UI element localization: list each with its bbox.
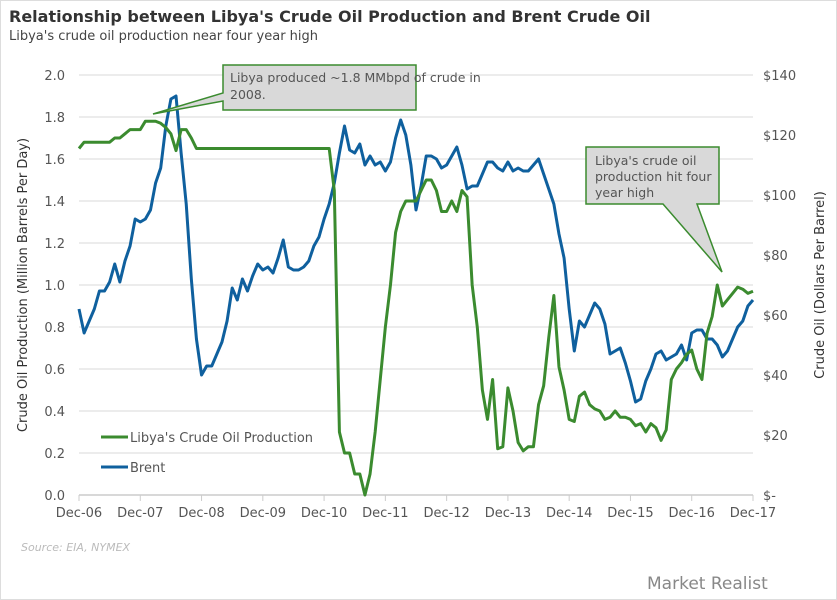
- right-tick-label: $-: [763, 489, 776, 504]
- callout-text-2008: Libya produced ~1.8 MMbpd of crude in: [230, 70, 481, 85]
- callout-box-four-year-high: [585, 146, 723, 273]
- right-tick-label: $20: [763, 429, 788, 444]
- left-tick-label: 1.2: [44, 237, 65, 252]
- left-axis-title: Crude Oil Production (Million Barrels Pe…: [16, 138, 31, 432]
- x-tick-label: Dec-08: [178, 506, 224, 521]
- right-tick-label: $100: [763, 189, 796, 204]
- left-tick-label: 0.6: [44, 363, 65, 378]
- right-tick-label: $40: [763, 369, 788, 384]
- right-tick-label: $80: [763, 249, 788, 264]
- left-tick-label: 1.8: [44, 111, 65, 126]
- legend-label-brent: Brent: [130, 461, 165, 476]
- brent-line: [77, 94, 755, 404]
- source-note: Source: EIA, NYMEX: [21, 541, 131, 554]
- x-tick-label: Dec-14: [546, 506, 592, 521]
- right-tick-label: $140: [763, 69, 796, 84]
- left-tick-label: 1.0: [44, 279, 65, 294]
- x-tick-label: Dec-10: [301, 506, 347, 521]
- chart-title: Relationship between Libya's Crude Oil P…: [9, 7, 651, 26]
- market-realist-logo: Market Realist: [647, 574, 768, 594]
- left-tick-label: 2.0: [44, 69, 65, 84]
- x-tick-label: Dec-12: [423, 506, 469, 521]
- callout-text-four-year-high: Libya's crude oil: [595, 153, 696, 168]
- x-tick-label: Dec-15: [607, 506, 653, 521]
- left-tick-label: 0.8: [44, 321, 65, 336]
- right-tick-label: $120: [763, 129, 796, 144]
- chart-subtitle: Libya's crude oil production near four y…: [9, 29, 319, 44]
- right-tick-label: $60: [763, 309, 788, 324]
- left-tick-label: 0.2: [44, 447, 65, 462]
- x-tick-label: Dec-17: [730, 506, 776, 521]
- callout-text-four-year-high: year high: [595, 185, 654, 200]
- legend-label-production: Libya's Crude Oil Production: [130, 431, 313, 446]
- left-tick-label: 1.4: [44, 195, 65, 210]
- production-line: [77, 119, 754, 497]
- x-tick-label: Dec-13: [485, 506, 531, 521]
- x-tick-label: Dec-16: [669, 506, 715, 521]
- x-tick-label: Dec-09: [240, 506, 286, 521]
- callout-text-four-year-high: production hit four: [595, 169, 712, 184]
- callout-box-2008: [152, 64, 417, 115]
- callout-text-2008: 2008.: [230, 87, 266, 102]
- x-tick-label: Dec-07: [117, 506, 163, 521]
- x-tick-label: Dec-06: [56, 506, 102, 521]
- left-tick-label: 1.6: [44, 153, 65, 168]
- left-tick-label: 0.4: [44, 405, 65, 420]
- x-tick-label: Dec-11: [362, 506, 408, 521]
- right-axis-title: Crude Oil (Dollars Per Barrel): [813, 191, 828, 379]
- left-tick-label: 0.0: [44, 489, 65, 504]
